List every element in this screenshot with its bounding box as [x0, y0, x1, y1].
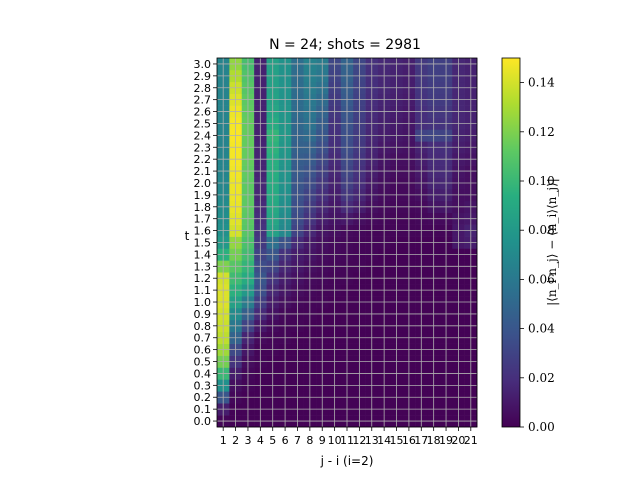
x-tick-label: 21: [464, 434, 478, 447]
colorbar: 0.00 0.02 0.04 0.06 0.08 0.10 0.12 0.14 |⟨n_i n…: [501, 57, 559, 434]
x-tick-label: 14: [377, 434, 391, 447]
x-tick-label: 3: [244, 434, 251, 447]
y-axis-ticks: 0.00.10.20.30.40.50.60.70.80.91.01.11.21…: [194, 58, 217, 428]
y-tick-label: 0.4: [194, 367, 212, 380]
y-tick-label: 1.3: [194, 260, 212, 273]
y-tick-label: 2.9: [194, 70, 212, 83]
x-tick-label: 13: [365, 434, 379, 447]
y-tick-label: 1.5: [194, 237, 212, 250]
colorbar-tick-label: 0.10: [528, 174, 555, 188]
x-tick-label: 1: [220, 434, 227, 447]
x-tick-label: 8: [306, 434, 313, 447]
y-tick-label: 2.3: [194, 141, 212, 154]
y-tick-label: 0.6: [194, 344, 212, 357]
x-tick-label: 2: [232, 434, 239, 447]
y-tick-label: 3.0: [194, 58, 212, 71]
y-tick-label: 0.8: [194, 320, 212, 333]
y-tick-label: 2.8: [194, 82, 212, 95]
x-tick-label: 6: [282, 434, 289, 447]
x-tick-label: 11: [340, 434, 354, 447]
grid-lines: [217, 58, 477, 427]
colorbar-tick-label: 0.04: [528, 322, 555, 336]
colorbar-tick-label: 0.00: [528, 420, 555, 434]
y-tick-label: 2.6: [194, 106, 212, 119]
x-tick-label: 20: [451, 434, 465, 447]
colorbar-tick-label: 0.08: [528, 223, 555, 237]
y-axis-label: t: [185, 229, 190, 243]
y-tick-label: 0.7: [194, 332, 212, 345]
x-tick-label: 15: [390, 434, 404, 447]
y-tick-label: 1.9: [194, 189, 212, 202]
y-tick-label: 1.7: [194, 213, 212, 226]
y-tick-label: 2.5: [194, 117, 212, 130]
y-tick-label: 1.2: [194, 272, 212, 285]
y-tick-label: 1.8: [194, 201, 212, 214]
y-tick-label: 1.6: [194, 225, 212, 238]
x-tick-label: 12: [352, 434, 366, 447]
y-tick-label: 0.1: [194, 403, 212, 416]
chart-title: N = 24; shots = 2981: [269, 37, 421, 53]
y-tick-label: 0.0: [194, 415, 212, 428]
x-tick-label: 7: [294, 434, 301, 447]
x-tick-label: 16: [402, 434, 416, 447]
y-tick-label: 2.7: [194, 94, 212, 107]
y-tick-label: 1.1: [194, 284, 212, 297]
y-tick-label: 2.4: [194, 129, 212, 142]
x-tick-label: 5: [269, 434, 276, 447]
x-tick-label: 9: [319, 434, 326, 447]
colorbar-ticks: 0.00 0.02 0.04 0.06 0.08 0.10 0.12 0.14: [520, 76, 555, 434]
y-tick-label: 2.1: [194, 165, 212, 178]
y-tick-label: 1.4: [194, 248, 212, 261]
x-tick-label: 19: [439, 434, 453, 447]
y-tick-label: 0.3: [194, 379, 212, 392]
y-tick-label: 1.0: [194, 296, 212, 309]
colorbar-label: |⟨n_i n_j⟩ − ⟨n_i⟩⟨n_j⟩|: [545, 178, 559, 306]
x-tick-label: 18: [427, 434, 441, 447]
x-tick-label: 4: [257, 434, 264, 447]
y-tick-label: 0.5: [194, 356, 212, 369]
x-tick-label: 10: [328, 434, 342, 447]
x-axis-label: j - i (i=2): [320, 454, 374, 468]
colorbar-tick-label: 0.02: [528, 371, 555, 385]
colorbar-tick-label: 0.06: [528, 272, 555, 286]
y-tick-label: 2.0: [194, 177, 212, 190]
colorbar-gradient: [501, 57, 521, 428]
colorbar-tick-label: 0.12: [528, 125, 555, 139]
y-tick-label: 0.2: [194, 391, 212, 404]
colorbar-tick-label: 0.14: [528, 76, 555, 90]
y-tick-label: 0.9: [194, 308, 212, 321]
x-tick-label: 17: [414, 434, 428, 447]
y-tick-label: 2.2: [194, 153, 212, 166]
